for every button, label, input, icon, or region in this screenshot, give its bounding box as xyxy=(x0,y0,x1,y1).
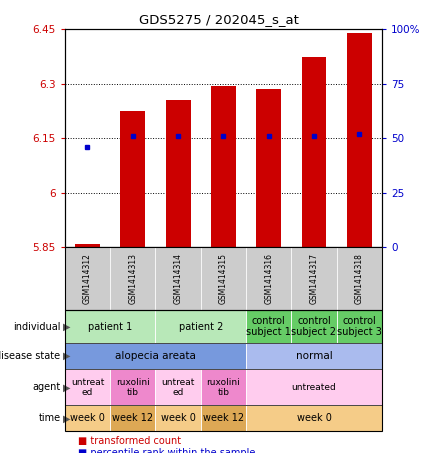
Text: control
subject 3: control subject 3 xyxy=(337,316,382,337)
Text: ■ transformed count: ■ transformed count xyxy=(78,436,181,446)
Text: patient 1: patient 1 xyxy=(88,322,132,332)
Text: GDS5275 / 202045_s_at: GDS5275 / 202045_s_at xyxy=(139,13,299,26)
Text: ▶: ▶ xyxy=(63,351,70,361)
Text: GSM1414315: GSM1414315 xyxy=(219,253,228,304)
Text: GSM1414316: GSM1414316 xyxy=(264,253,273,304)
Bar xyxy=(347,33,372,247)
Text: time: time xyxy=(38,413,60,424)
Text: GSM1414314: GSM1414314 xyxy=(173,253,183,304)
Text: week 0: week 0 xyxy=(297,413,332,424)
Text: individual: individual xyxy=(13,322,60,332)
Text: untreat
ed: untreat ed xyxy=(161,378,195,397)
Bar xyxy=(256,89,281,247)
Text: untreat
ed: untreat ed xyxy=(71,378,104,397)
Text: ▶: ▶ xyxy=(63,322,70,332)
Bar xyxy=(75,244,100,247)
Text: ▶: ▶ xyxy=(63,413,70,424)
Text: alopecia areata: alopecia areata xyxy=(115,351,196,361)
Text: GSM1414312: GSM1414312 xyxy=(83,253,92,304)
Text: control
subject 1: control subject 1 xyxy=(246,316,291,337)
Text: disease state: disease state xyxy=(0,351,60,361)
Text: ▶: ▶ xyxy=(63,382,70,392)
Text: ruxolini
tib: ruxolini tib xyxy=(206,378,240,397)
Text: normal: normal xyxy=(296,351,332,361)
Bar xyxy=(166,100,191,247)
Text: patient 2: patient 2 xyxy=(179,322,223,332)
Bar xyxy=(301,57,326,247)
Text: week 12: week 12 xyxy=(112,413,153,424)
Text: GSM1414313: GSM1414313 xyxy=(128,253,137,304)
Text: agent: agent xyxy=(32,382,60,392)
Text: week 0: week 0 xyxy=(70,413,105,424)
Text: GSM1414317: GSM1414317 xyxy=(310,253,318,304)
Bar xyxy=(120,111,145,247)
Text: week 0: week 0 xyxy=(161,413,195,424)
Text: ■ percentile rank within the sample: ■ percentile rank within the sample xyxy=(78,448,255,453)
Text: ruxolini
tib: ruxolini tib xyxy=(116,378,150,397)
Bar xyxy=(211,86,236,247)
Text: untreated: untreated xyxy=(292,383,336,392)
Text: week 12: week 12 xyxy=(203,413,244,424)
Text: control
subject 2: control subject 2 xyxy=(291,316,336,337)
Text: GSM1414318: GSM1414318 xyxy=(355,253,364,304)
